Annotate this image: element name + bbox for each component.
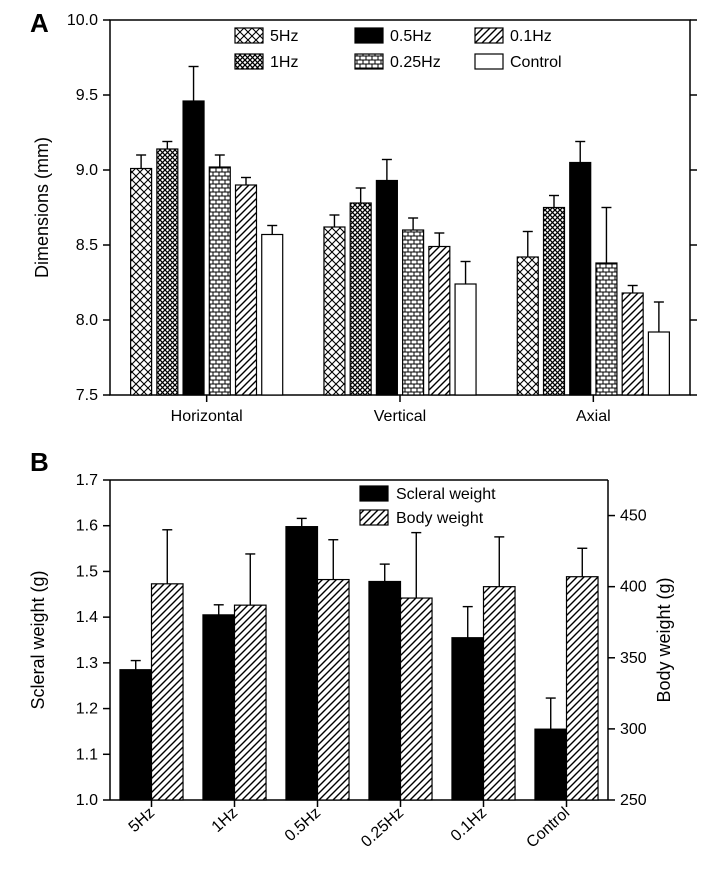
- bar: [648, 332, 669, 395]
- svg-text:0.5Hz: 0.5Hz: [282, 804, 324, 845]
- legend-swatch: [360, 510, 388, 525]
- svg-text:8.0: 8.0: [76, 312, 98, 329]
- svg-text:1.7: 1.7: [76, 472, 98, 489]
- svg-text:0.25Hz: 0.25Hz: [358, 804, 407, 851]
- legend-label: Body weight: [396, 510, 484, 527]
- svg-text:300: 300: [620, 721, 647, 738]
- svg-text:1.1: 1.1: [76, 746, 98, 763]
- svg-text:350: 350: [620, 650, 647, 667]
- svg-text:Control: Control: [523, 804, 573, 851]
- chart-a: 7.5 8.0 8.5 9.0 9.5 10.0 Dimensions (mm) Horizo…: [0, 0, 714, 440]
- bar-scleral: [452, 638, 484, 800]
- bar: [324, 227, 345, 395]
- bar: [517, 257, 538, 395]
- bar: [376, 181, 397, 396]
- legend-swatch: [475, 28, 503, 43]
- legend-swatch: [355, 54, 383, 69]
- svg-text:1.4: 1.4: [76, 609, 98, 626]
- bar: [544, 208, 565, 396]
- legend-label: Scleral weight: [396, 486, 496, 503]
- bar-body: [401, 598, 433, 800]
- bar-scleral: [369, 581, 401, 800]
- bar: [350, 203, 371, 395]
- legend-swatch: [360, 486, 388, 501]
- svg-text:Body weight (g): Body weight (g): [654, 577, 674, 702]
- bar-body: [235, 605, 267, 800]
- svg-text:Axial: Axial: [576, 408, 611, 425]
- svg-text:1Hz: 1Hz: [209, 804, 242, 836]
- legend-label: 0.5Hz: [390, 28, 432, 45]
- svg-text:10.0: 10.0: [67, 12, 98, 29]
- svg-text:8.5: 8.5: [76, 237, 98, 254]
- chart-b: 1.0 1.1 1.2 1.3 1.4 1.5 1.6 1.7 250 300 350 400 450 S…: [0, 440, 714, 884]
- legend-swatch: [235, 28, 263, 43]
- bar-scleral: [120, 670, 152, 800]
- svg-text:Dimensions (mm): Dimensions (mm): [32, 137, 52, 278]
- svg-text:7.5: 7.5: [76, 387, 98, 404]
- legend-label: 0.25Hz: [390, 54, 441, 71]
- svg-text:Vertical: Vertical: [374, 408, 426, 425]
- svg-text:Scleral weight (g): Scleral weight (g): [28, 570, 48, 709]
- svg-text:Horizontal: Horizontal: [171, 408, 243, 425]
- bar: [157, 149, 178, 395]
- svg-text:400: 400: [620, 579, 647, 596]
- bar-scleral: [535, 729, 567, 800]
- bar: [403, 230, 424, 395]
- bar: [570, 163, 591, 396]
- bar: [596, 263, 617, 395]
- legend-swatch: [355, 28, 383, 43]
- bar-body: [567, 577, 599, 800]
- svg-text:0.1Hz: 0.1Hz: [448, 804, 490, 845]
- legend-swatch: [475, 54, 503, 69]
- svg-text:5Hz: 5Hz: [126, 804, 159, 836]
- bar-body: [152, 584, 184, 800]
- bar: [455, 284, 476, 395]
- svg-text:9.5: 9.5: [76, 87, 98, 104]
- bar: [622, 293, 643, 395]
- legend-swatch: [235, 54, 263, 69]
- legend-label: 1Hz: [270, 54, 298, 71]
- legend-label: 5Hz: [270, 28, 298, 45]
- svg-text:9.0: 9.0: [76, 162, 98, 179]
- svg-text:250: 250: [620, 792, 647, 809]
- bar-body: [318, 580, 350, 800]
- svg-text:1.6: 1.6: [76, 518, 98, 535]
- bar: [131, 169, 152, 396]
- bar: [262, 235, 283, 396]
- bar: [183, 101, 204, 395]
- bar: [209, 167, 230, 395]
- svg-text:1.5: 1.5: [76, 563, 98, 580]
- legend-label: Control: [510, 54, 562, 71]
- bar: [236, 185, 257, 395]
- bar-scleral: [203, 615, 235, 800]
- svg-text:1.0: 1.0: [76, 792, 98, 809]
- bar-scleral: [286, 527, 318, 800]
- legend-label: 0.1Hz: [510, 28, 552, 45]
- svg-text:1.3: 1.3: [76, 655, 98, 672]
- bar-body: [484, 587, 516, 800]
- bar: [429, 247, 450, 396]
- svg-text:450: 450: [620, 508, 647, 525]
- svg-text:1.2: 1.2: [76, 701, 98, 718]
